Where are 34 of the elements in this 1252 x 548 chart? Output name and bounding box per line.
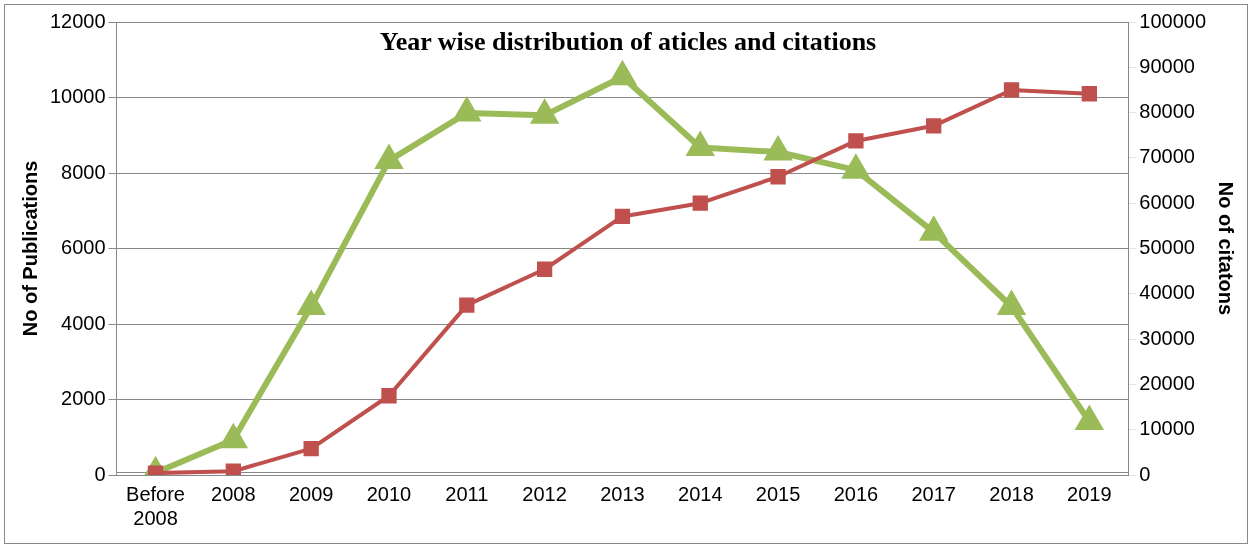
y-tick-label: 4000	[61, 311, 106, 334]
y-tick-label: 12000	[49, 9, 106, 32]
x-tick-label: 2017	[911, 482, 956, 505]
y-axis-title: No of Publications	[18, 160, 41, 337]
x-tick-label: 2019	[1067, 482, 1112, 505]
y2-tick-label: 30000	[1139, 326, 1195, 349]
x-tick-label: 2013	[600, 482, 645, 505]
x-tick-label: 2011	[445, 482, 489, 505]
x-tick-label: 2016	[833, 482, 879, 505]
y2-tick-label: 40000	[1139, 281, 1195, 304]
y-tick-label: 10000	[49, 85, 106, 108]
y-tick-label: 8000	[61, 160, 106, 183]
y2-tick-label: 50000	[1139, 236, 1195, 259]
y2-tick-label: 80000	[1139, 100, 1195, 123]
x-tick-label: 2012	[522, 482, 567, 505]
y-tick-label: 6000	[61, 236, 106, 259]
x-tick-label: 2014	[678, 482, 723, 505]
y-tick-label: 0	[94, 462, 106, 485]
y2-axis-title: No of citatons	[1215, 181, 1238, 316]
y2-tick-label: 0	[1139, 462, 1151, 485]
chart-title: Year wise distribution of aticles and citations	[379, 27, 877, 57]
x-tick-label: 2009	[288, 482, 334, 505]
x-tick-label: 2018	[989, 482, 1034, 505]
y-tick-label: 2000	[61, 387, 106, 410]
x-tick-label: 2008	[211, 482, 256, 505]
x-tick-label: 2010	[366, 482, 412, 505]
y2-tick-label: 60000	[1139, 190, 1195, 213]
x-tick-label: 2015	[755, 482, 801, 505]
y2-tick-label: 90000	[1139, 54, 1195, 77]
x-tick-label: Before 2008	[126, 482, 185, 529]
y2-tick-label: 70000	[1139, 145, 1195, 168]
y2-tick-label: 20000	[1139, 371, 1195, 394]
y2-tick-label: 10000	[1139, 417, 1195, 440]
y2-tick-label: 100000	[1139, 9, 1207, 32]
